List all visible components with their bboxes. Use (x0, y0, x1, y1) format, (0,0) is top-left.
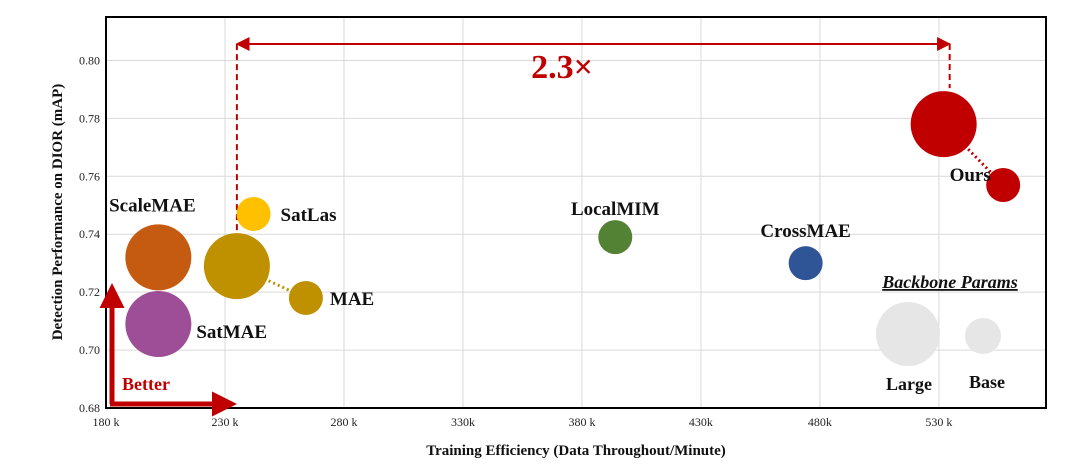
label-mae: MAE (330, 289, 374, 310)
bubble-ours (986, 167, 1021, 202)
legend-title: Backbone Params (881, 272, 1018, 292)
x-tick-label: 380 k (568, 415, 595, 429)
bubble-mae (288, 280, 323, 315)
x-axis-title: Training Efficiency (Data Throughout/Min… (426, 443, 726, 459)
y-tick-label: 0.74 (79, 227, 100, 241)
speedup-annotation: 2.3× (235, 37, 952, 231)
x-tick-label: 180 k (93, 415, 120, 429)
x-tick-label: 430k (689, 415, 713, 429)
bubble-crossmae (788, 246, 823, 281)
x-tick-label: 330k (451, 415, 475, 429)
label-scalemae: ScaleMAE (109, 195, 196, 216)
y-axis-title: Detection Performance on DIOR (mAP) (50, 84, 66, 341)
y-tick-label: 0.68 (79, 401, 100, 415)
axes: Training Efficiency (Data Throughout/Min… (50, 16, 1047, 459)
bubbles (125, 91, 1021, 358)
bubble-ours-large (910, 91, 977, 158)
bubble-satlas (236, 196, 271, 231)
speedup-label: 2.3× (531, 49, 593, 86)
legend: Backbone Params Large Base (876, 272, 1018, 394)
bubble-scalemae (125, 224, 192, 291)
bubble-satmae (125, 291, 192, 358)
label-ours: Ours (950, 165, 991, 186)
label-crossmae: CrossMAE (760, 221, 850, 242)
better-indicator: Better (99, 283, 237, 417)
x-tick-label: 480k (808, 415, 832, 429)
x-tick-label: 530 k (925, 415, 952, 429)
y-tick-label: 0.80 (79, 53, 100, 67)
x-tick-label: 230 k (211, 415, 238, 429)
label-satlas: SatLas (281, 205, 337, 226)
label-satmae: SatMAE (196, 322, 267, 343)
bubble-labels: ScaleMAE SatMAE SatLas MAE LocalMIM CrossMAE O… (109, 165, 991, 343)
legend-large-marker (876, 302, 940, 366)
label-localmim: LocalMIM (571, 199, 660, 220)
y-tick-label: 0.76 (79, 169, 100, 183)
y-tick-label: 0.72 (79, 285, 100, 299)
legend-large-label: Large (886, 374, 932, 394)
x-tick-label: 280 k (330, 415, 357, 429)
y-tick-label: 0.78 (79, 111, 100, 125)
better-label: Better (122, 374, 170, 394)
bubble-localmim (598, 220, 633, 255)
y-tick-label: 0.70 (79, 343, 100, 357)
plot-frame (105, 16, 1047, 409)
bubble-mae-large (203, 233, 270, 300)
legend-base-marker (965, 318, 1001, 354)
legend-base-label: Base (969, 372, 1005, 392)
